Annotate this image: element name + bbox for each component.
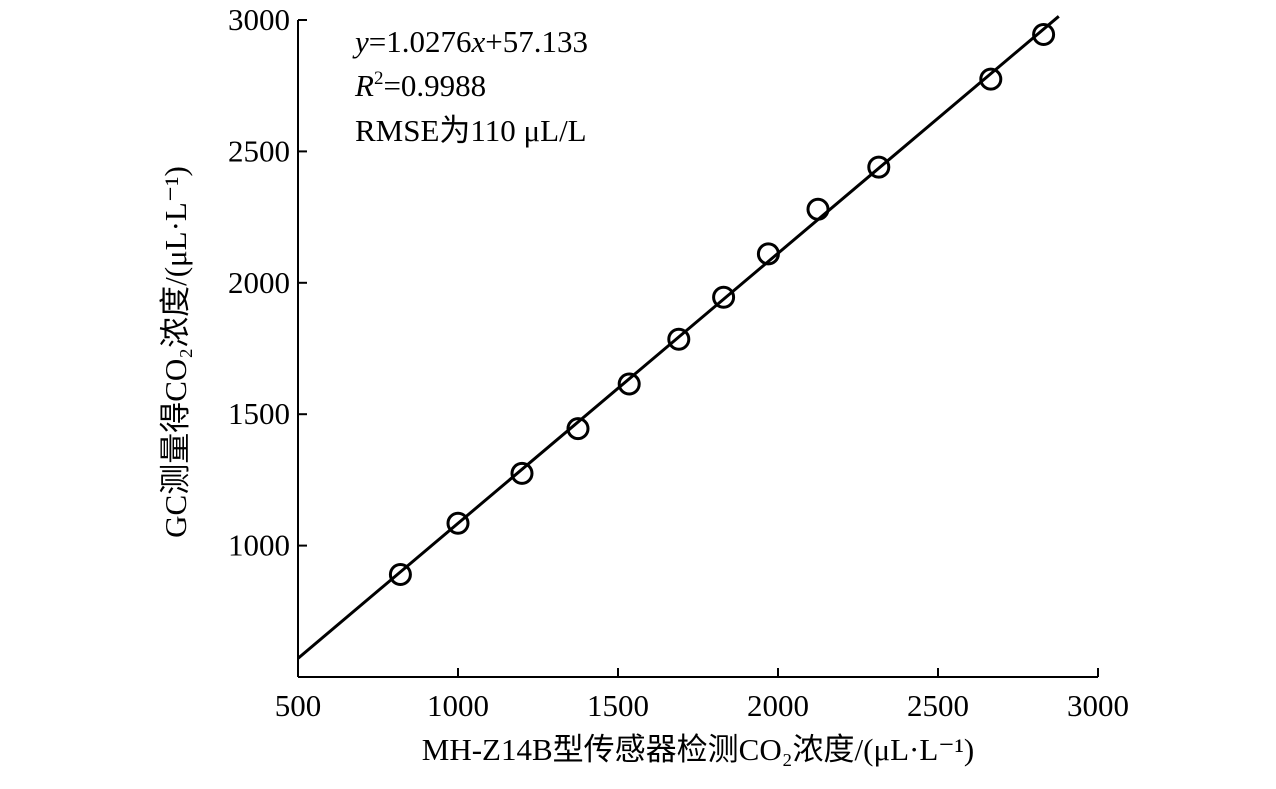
data-point [712, 285, 736, 309]
y-tick-label: 3000 [228, 2, 290, 37]
y-tick-label: 2000 [228, 265, 290, 300]
x-ticks: 500 1000 1500 2000 2500 3000 [275, 668, 1129, 723]
x-tick-label: 2500 [907, 688, 969, 723]
x-tick-label: 1500 [587, 688, 649, 723]
y-tick-label: 1000 [228, 528, 290, 563]
data-point [388, 563, 412, 587]
data-point [667, 327, 691, 351]
y-ticks: 1000 1500 2000 2500 3000 [228, 2, 307, 563]
data-point [806, 197, 830, 221]
r-squared-annotation: R2=0.9988 [354, 68, 486, 103]
data-point [756, 242, 780, 266]
axes [297, 20, 1098, 678]
data-point [566, 417, 590, 441]
data-point [510, 461, 534, 485]
x-tick-label: 1000 [427, 688, 489, 723]
x-tick-label: 3000 [1067, 688, 1129, 723]
data-point [1032, 22, 1056, 46]
regression-line [297, 15, 1060, 660]
y-axis-title: GC测量得CO₂浓度/(μL·L⁻¹) [158, 166, 193, 538]
y-tick-label: 1500 [228, 396, 290, 431]
y-tick-label: 2500 [228, 133, 290, 168]
rmse-annotation: RMSE为110 μL/L [355, 113, 587, 148]
data-point [867, 155, 891, 179]
data-point [979, 67, 1003, 91]
x-tick-label: 2000 [747, 688, 809, 723]
data-point [617, 372, 641, 396]
x-axis-title: MH-Z14B型传感器检测CO₂浓度/(μL·L⁻¹) [422, 732, 975, 767]
x-tick-label: 500 [275, 688, 322, 723]
data-point [446, 511, 470, 535]
data-points [388, 22, 1056, 587]
fit-line-group [297, 15, 1060, 660]
equation-annotation: y=1.0276x+57.133 [352, 24, 588, 59]
